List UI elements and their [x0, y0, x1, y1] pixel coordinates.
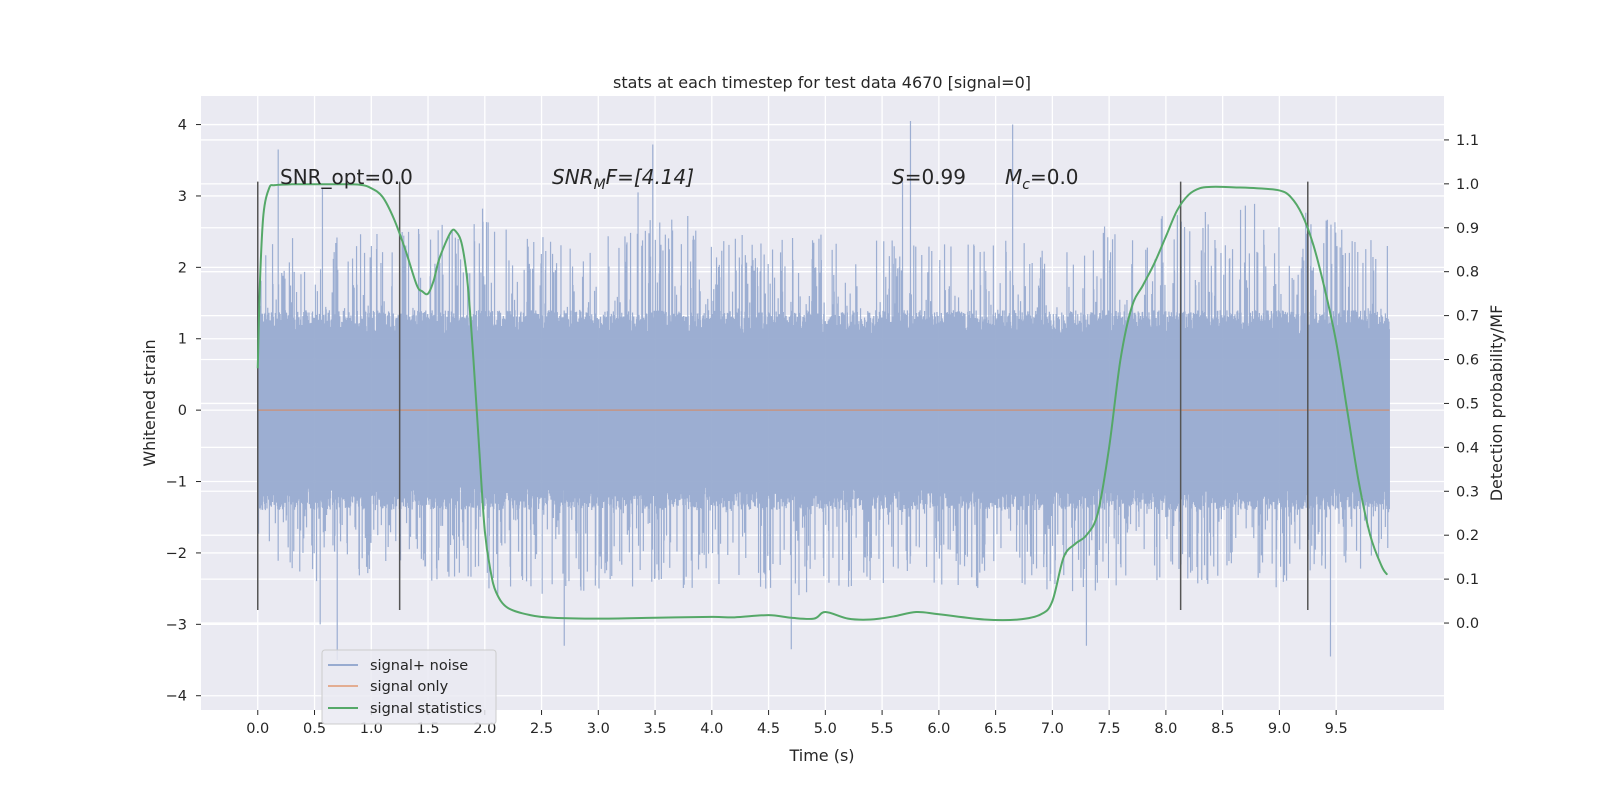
legend-box	[321, 649, 497, 725]
x-tick-label: 7.0	[1041, 721, 1064, 737]
y-tick-label: −4	[166, 689, 187, 705]
x-axis-label: Time (s)	[788, 746, 854, 765]
x-tick-label: 5.0	[814, 721, 837, 737]
y-tick-label: 4	[178, 118, 187, 134]
x-tick-label: 0.0	[246, 721, 269, 737]
y-right-tick-label: 0.0	[1456, 616, 1479, 632]
series-signal-statistics	[256, 183, 1389, 622]
y-tick-label: 0	[178, 403, 187, 419]
annotation-snr-mf-symbol: SNR	[552, 165, 594, 189]
y-tick-label: −3	[166, 617, 187, 633]
annotation-mc-value: =0.0	[1030, 165, 1079, 189]
x-tick-label: 9.0	[1268, 721, 1291, 737]
y-tick-label: −2	[166, 546, 187, 562]
annotation-s-symbol: S	[892, 165, 905, 189]
annotation-mc-subscript: c	[1022, 177, 1030, 193]
y-right-tick-label: 0.5	[1456, 396, 1479, 412]
y-right-tick-label: 0.7	[1456, 309, 1479, 325]
annotation-snr-mf-subscript: M	[594, 177, 606, 193]
annotation-s: S=0.99	[892, 165, 966, 189]
annotations: SNR_opt=0.0 SNRMF=[4.14] S=0.99 Mc=0.0	[280, 165, 1079, 193]
x-tick-label: 8.5	[1211, 721, 1234, 737]
y-right-tick-label: 0.4	[1456, 440, 1479, 456]
x-tick-label: 8.0	[1154, 721, 1177, 737]
y-right-tick-label: 1.1	[1456, 133, 1479, 149]
y-tick-label: 3	[178, 189, 187, 205]
y-axis-label: Whitened strain	[140, 339, 159, 466]
legend-label-statistics: signal statistics	[370, 701, 482, 717]
statistics-curve	[256, 183, 1389, 622]
chart-title: stats at each timestep for test data 467…	[613, 73, 1031, 92]
x-tick-label: 7.5	[1098, 721, 1121, 737]
legend-label-noise: signal+ noise	[370, 658, 468, 674]
annotation-mc-symbol: M	[1005, 165, 1022, 189]
annotation-s-value: =0.99	[905, 165, 966, 189]
y-right-tick-label: 0.9	[1456, 221, 1479, 237]
x-tick-label: 3.0	[587, 721, 610, 737]
y-tick-label: 1	[178, 332, 187, 348]
x-tick-label: 0.5	[303, 721, 326, 737]
x-tick-label: 4.0	[700, 721, 723, 737]
x-tick-label: 6.0	[927, 721, 950, 737]
y-right-tick-label: 1.0	[1456, 177, 1479, 193]
y-tick-label: −1	[166, 475, 187, 491]
x-tick-label: 3.5	[644, 721, 667, 737]
y-right-tick-label: 0.3	[1456, 484, 1479, 500]
x-tick-label: 2.5	[530, 721, 553, 737]
y-right-tick-label: 0.6	[1456, 353, 1479, 369]
x-tick-label: 1.5	[417, 721, 440, 737]
x-tick-label: 1.0	[360, 721, 383, 737]
x-tick-label: 4.5	[757, 721, 780, 737]
y-right-tick-label: 0.1	[1456, 572, 1479, 588]
x-tick-label: 5.5	[871, 721, 894, 737]
y-right-tick-label: 0.2	[1456, 528, 1479, 544]
y-tick-label: 2	[178, 260, 187, 276]
y-right-tick-label: 0.8	[1456, 265, 1479, 281]
x-tick-label: 6.5	[984, 721, 1007, 737]
annotation-snr-opt: SNR_opt=0.0	[280, 165, 413, 189]
legend: signal+ noise signal only signal statist…	[321, 649, 497, 725]
legend-label-signal: signal only	[370, 679, 449, 695]
y-axis-right-label: Detection probability/MF	[1487, 305, 1506, 502]
annotation-snr-mf: SNRMF=[4.14]	[552, 165, 694, 193]
annotation-snr-mf-value: F=[4.14]	[606, 165, 694, 189]
axis-ticks: 0.0 0.5 1.0 1.5 2.0 2.5 3.0 3.5 4.0 4.5 5.0 5.5 6.0 6…	[166, 118, 1479, 737]
x-tick-label: 9.5	[1325, 721, 1348, 737]
vertical-markers	[257, 181, 1309, 611]
annotation-mc: Mc=0.0	[1005, 165, 1079, 193]
x-tick-label: 2.0	[473, 721, 496, 737]
